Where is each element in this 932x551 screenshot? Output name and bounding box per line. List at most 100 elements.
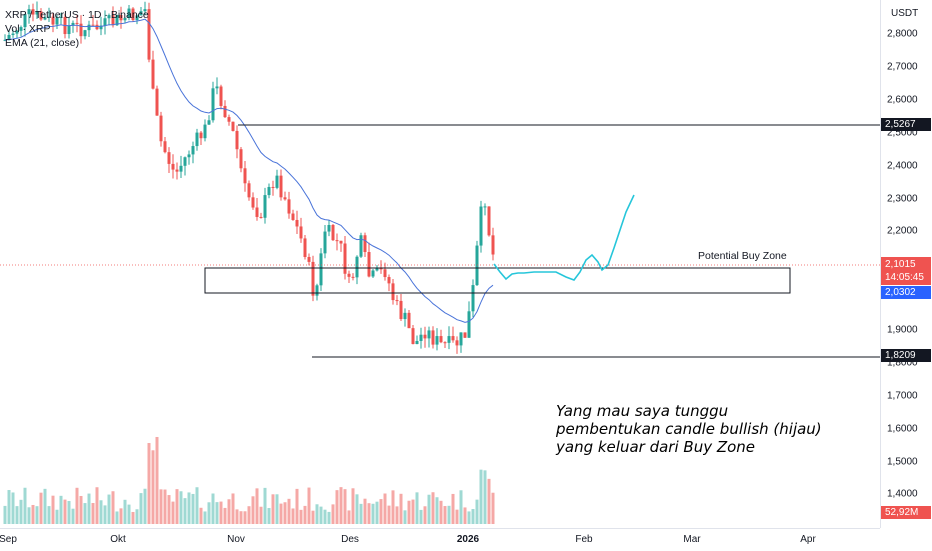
candle-body xyxy=(447,336,451,343)
volume-bar xyxy=(59,495,63,524)
candle-body xyxy=(83,30,87,37)
candle-body xyxy=(15,30,19,34)
volume-bar xyxy=(463,507,467,524)
candle-body xyxy=(295,219,299,227)
legend-ema[interactable]: EMA (21, close) xyxy=(5,37,80,49)
candle-body xyxy=(455,340,459,346)
last-price-value: 2,1015 xyxy=(885,259,916,270)
volume-bar xyxy=(451,493,455,524)
volume-bar xyxy=(23,487,27,524)
last-price-tag: 2,1015 14:05:45 xyxy=(881,257,931,285)
volume-bar xyxy=(307,487,311,524)
candle-body xyxy=(347,273,351,277)
price-tick: 1,5000 xyxy=(887,456,918,468)
volume-bar xyxy=(35,506,39,524)
candle-body xyxy=(175,169,179,172)
candle-body xyxy=(99,25,103,30)
candle-body xyxy=(251,197,255,208)
volume-bar xyxy=(411,499,415,524)
volume-bar xyxy=(339,487,343,524)
buy-zone-box[interactable] xyxy=(204,267,791,294)
candle-body xyxy=(75,22,79,24)
volume-bar xyxy=(51,495,55,524)
chart-canvas[interactable] xyxy=(0,0,880,528)
candle-body xyxy=(47,16,51,18)
candle-body xyxy=(163,141,167,153)
time-label: Mar xyxy=(683,534,701,545)
price-tick: 2,6000 xyxy=(887,94,918,106)
volume-bar xyxy=(391,490,395,524)
time-label: Feb xyxy=(575,534,593,545)
volume-bar xyxy=(343,489,347,524)
volume-bar xyxy=(435,497,439,524)
candle-body xyxy=(203,124,207,139)
ema-price-tag: 2,0302 xyxy=(881,286,931,299)
note-line-2: pembentukan candle bullish (hijau) xyxy=(556,420,822,438)
volume-bar xyxy=(267,508,271,524)
price-tick: 2,2000 xyxy=(887,225,918,237)
candle-body xyxy=(299,226,303,239)
volume-bar xyxy=(415,492,419,524)
volume-bar xyxy=(459,490,463,524)
candle-body xyxy=(155,88,159,116)
time-label: Okt xyxy=(110,534,126,545)
candle-body xyxy=(459,332,463,346)
volume-bar xyxy=(335,490,339,524)
candle-body xyxy=(7,34,11,40)
candle-body xyxy=(423,334,427,339)
candle-body xyxy=(59,17,63,19)
volume-bar xyxy=(159,489,163,524)
candle-body xyxy=(211,88,215,121)
candle-body xyxy=(463,332,467,338)
volume-bar xyxy=(15,506,19,524)
volume-bar xyxy=(455,509,459,524)
candle-body xyxy=(167,152,171,164)
volume-bar xyxy=(151,450,155,524)
candle-body xyxy=(159,115,163,142)
volume-bar xyxy=(315,504,319,524)
legend-symbol[interactable]: XRP / TetherUS · 1D · Binance xyxy=(5,9,149,21)
volume-bar xyxy=(327,511,331,524)
projection-path xyxy=(493,194,635,281)
volume-bar xyxy=(279,503,283,524)
candle-body xyxy=(335,240,339,242)
price-axis[interactable]: USDT 2,8000 2,7000 2,6000 2,5000 2,4000 … xyxy=(880,0,932,528)
candle-body xyxy=(243,168,247,184)
price-tick: 1,9000 xyxy=(887,324,918,336)
candle-body xyxy=(11,33,15,35)
candle-body xyxy=(407,312,411,329)
candle-body xyxy=(479,206,483,246)
volume-bar xyxy=(491,492,495,524)
legend-volume[interactable]: Vol · XRP xyxy=(5,23,51,35)
volume-bar xyxy=(103,505,107,524)
candle-body xyxy=(23,14,27,28)
volume-bar xyxy=(31,504,35,524)
volume-bar xyxy=(107,494,111,524)
time-axis[interactable]: Sep Okt Nov Des 2026 Feb Mar Apr xyxy=(0,528,880,551)
volume-bar xyxy=(3,505,7,524)
volume-bar xyxy=(471,509,475,524)
volume-bar xyxy=(291,508,295,524)
candle-body xyxy=(351,276,355,278)
volume-bar xyxy=(19,499,23,524)
candle-body xyxy=(367,252,371,277)
volume-bar xyxy=(207,502,211,524)
chart-area[interactable]: XRP / TetherUS · 1D · Binance Vol · XRP … xyxy=(0,0,880,528)
volume-bar xyxy=(447,505,451,524)
axis-currency[interactable]: USDT xyxy=(891,8,919,19)
volume-bar xyxy=(255,488,259,524)
volume-bar xyxy=(371,503,375,524)
volume-bar xyxy=(379,499,383,524)
candle-body xyxy=(319,253,323,286)
candle-body xyxy=(411,328,415,345)
candle-body xyxy=(451,336,455,341)
candle-body xyxy=(199,132,203,139)
volume-bar xyxy=(187,492,191,524)
candle-body xyxy=(91,24,95,26)
price-tick: 2,3000 xyxy=(887,193,918,205)
candle-body xyxy=(363,235,367,253)
volume-bar xyxy=(115,511,119,524)
candle-body xyxy=(151,59,155,89)
volume-tag: 52,92M xyxy=(881,506,931,519)
candle-body xyxy=(195,132,199,147)
